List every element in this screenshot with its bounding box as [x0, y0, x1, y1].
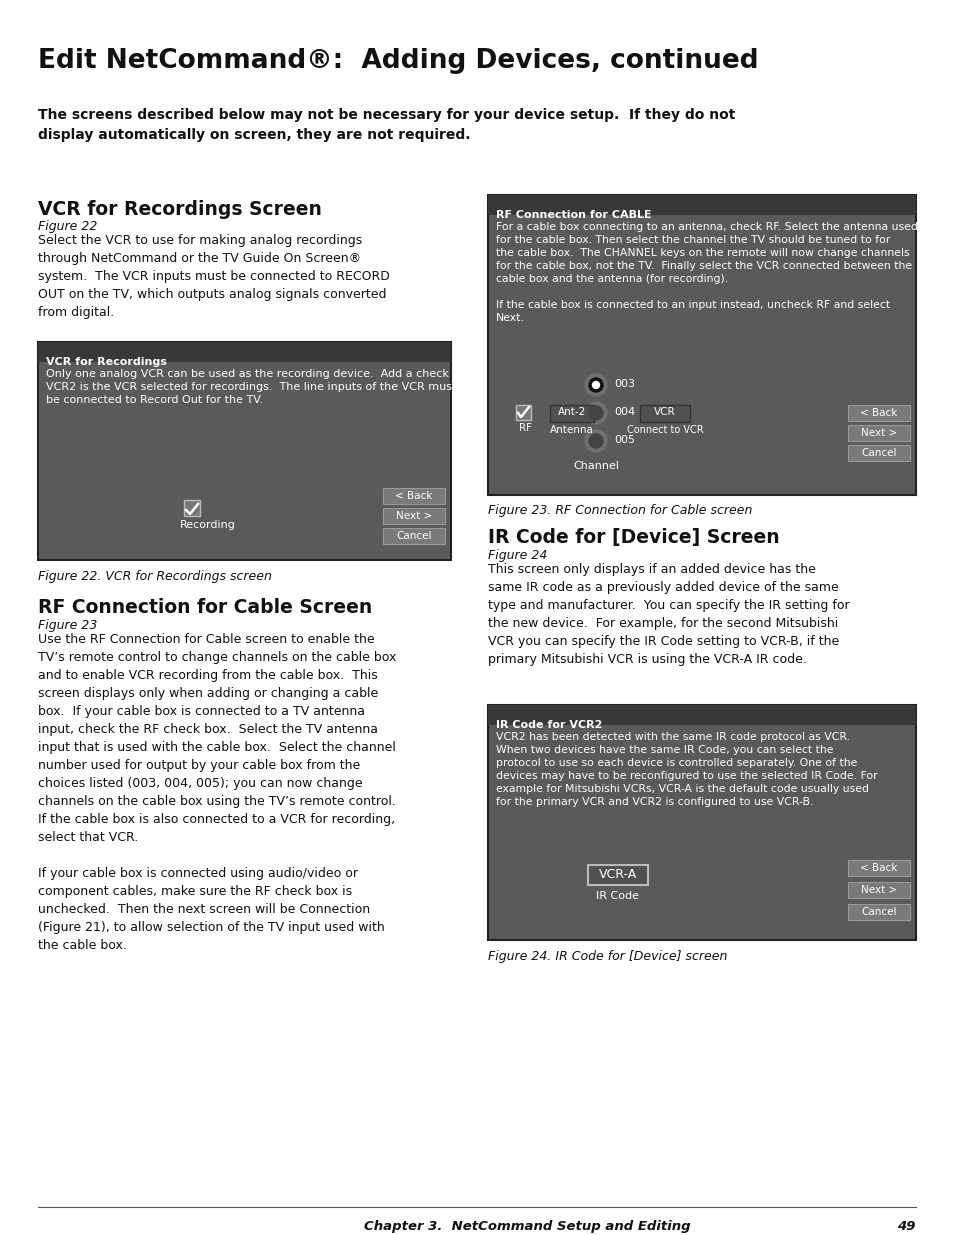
- Text: IR Code: IR Code: [596, 890, 639, 902]
- Text: Ant-2: Ant-2: [558, 408, 585, 417]
- FancyBboxPatch shape: [847, 860, 909, 876]
- Text: < Back: < Back: [860, 863, 897, 873]
- Text: Antenna: Antenna: [550, 425, 594, 435]
- Text: Figure 23: Figure 23: [38, 619, 97, 632]
- Text: RF: RF: [518, 424, 532, 433]
- FancyBboxPatch shape: [382, 529, 444, 543]
- Text: Edit NetCommand®:  Adding Devices, continued: Edit NetCommand®: Adding Devices, contin…: [38, 48, 758, 74]
- FancyBboxPatch shape: [184, 500, 200, 516]
- FancyBboxPatch shape: [382, 488, 444, 504]
- Circle shape: [584, 430, 606, 452]
- Text: Figure 22. VCR for Recordings screen: Figure 22. VCR for Recordings screen: [38, 571, 272, 583]
- Circle shape: [584, 374, 606, 396]
- Text: Select the VCR to use for making analog recordings
through NetCommand or the TV : Select the VCR to use for making analog …: [38, 233, 390, 319]
- Text: Next >: Next >: [395, 511, 432, 521]
- FancyBboxPatch shape: [488, 705, 915, 940]
- Circle shape: [588, 433, 602, 448]
- FancyBboxPatch shape: [488, 705, 915, 725]
- Text: For a cable box connecting to an antenna, check RF. Select the antenna used
for : For a cable box connecting to an antenna…: [496, 222, 917, 324]
- Text: Channel: Channel: [573, 461, 618, 471]
- FancyBboxPatch shape: [488, 195, 915, 215]
- Text: Only one analog VCR can be used as the recording device.  Add a check if
VCR2 is: Only one analog VCR can be used as the r…: [46, 369, 459, 405]
- FancyBboxPatch shape: [847, 425, 909, 441]
- FancyBboxPatch shape: [38, 342, 451, 559]
- Text: RF Connection for CABLE: RF Connection for CABLE: [496, 210, 651, 220]
- Text: VCR for Recordings: VCR for Recordings: [46, 357, 167, 367]
- FancyBboxPatch shape: [38, 342, 451, 362]
- Text: Next >: Next >: [860, 429, 896, 438]
- Circle shape: [588, 406, 602, 420]
- Text: Cancel: Cancel: [861, 906, 896, 918]
- Text: Chapter 3.  NetCommand Setup and Editing: Chapter 3. NetCommand Setup and Editing: [363, 1220, 690, 1233]
- Text: IR Code for VCR2: IR Code for VCR2: [496, 720, 601, 730]
- FancyBboxPatch shape: [847, 445, 909, 461]
- Text: 005: 005: [614, 435, 635, 445]
- Circle shape: [584, 403, 606, 424]
- FancyBboxPatch shape: [847, 882, 909, 898]
- Text: < Back: < Back: [860, 408, 897, 417]
- FancyBboxPatch shape: [550, 405, 594, 422]
- Text: Cancel: Cancel: [395, 531, 432, 541]
- FancyBboxPatch shape: [488, 195, 915, 495]
- Text: VCR2 has been detected with the same IR code protocol as VCR.
When two devices h: VCR2 has been detected with the same IR …: [496, 732, 877, 808]
- FancyBboxPatch shape: [516, 405, 531, 420]
- Text: This screen only displays if an added device has the
same IR code as a previousl: This screen only displays if an added de…: [488, 563, 849, 666]
- Text: Use the RF Connection for Cable screen to enable the
TV’s remote control to chan: Use the RF Connection for Cable screen t…: [38, 634, 395, 952]
- Text: Next >: Next >: [860, 885, 896, 895]
- FancyBboxPatch shape: [847, 405, 909, 421]
- FancyBboxPatch shape: [587, 864, 647, 885]
- Text: 003: 003: [614, 379, 635, 389]
- Circle shape: [592, 382, 598, 389]
- Text: < Back: < Back: [395, 492, 433, 501]
- FancyBboxPatch shape: [639, 405, 689, 422]
- Text: Cancel: Cancel: [861, 448, 896, 458]
- Text: RF Connection for Cable Screen: RF Connection for Cable Screen: [38, 598, 372, 618]
- Text: Connect to VCR: Connect to VCR: [626, 425, 702, 435]
- Text: Figure 23. RF Connection for Cable screen: Figure 23. RF Connection for Cable scree…: [488, 504, 752, 517]
- Text: Figure 22: Figure 22: [38, 220, 97, 233]
- Text: 004: 004: [614, 408, 635, 417]
- Text: Figure 24. IR Code for [Device] screen: Figure 24. IR Code for [Device] screen: [488, 950, 726, 963]
- Text: VCR-A: VCR-A: [598, 868, 637, 881]
- Circle shape: [588, 378, 602, 391]
- Text: The screens described below may not be necessary for your device setup.  If they: The screens described below may not be n…: [38, 107, 735, 142]
- Text: Recording: Recording: [180, 520, 235, 530]
- Text: 49: 49: [897, 1220, 915, 1233]
- Text: IR Code for [Device] Screen: IR Code for [Device] Screen: [488, 529, 779, 547]
- Text: VCR: VCR: [654, 408, 675, 417]
- FancyBboxPatch shape: [382, 508, 444, 524]
- Text: VCR for Recordings Screen: VCR for Recordings Screen: [38, 200, 321, 219]
- FancyBboxPatch shape: [847, 904, 909, 920]
- Text: Figure 24: Figure 24: [488, 550, 547, 562]
